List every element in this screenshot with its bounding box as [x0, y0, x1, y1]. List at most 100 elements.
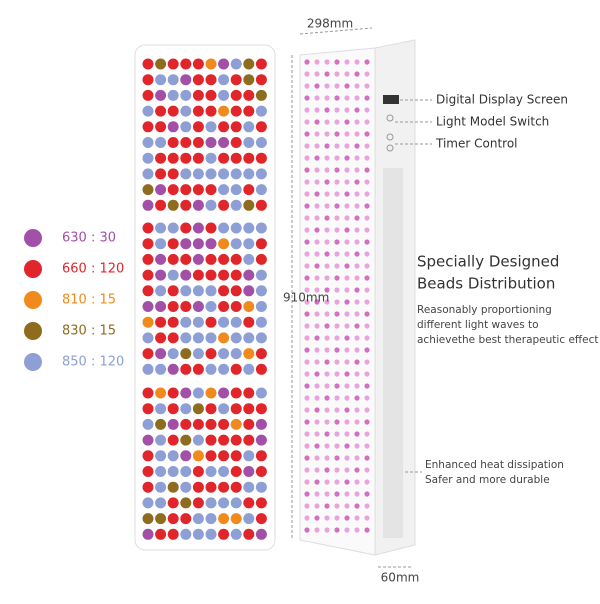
led — [354, 347, 360, 353]
bead — [192, 418, 204, 430]
bead — [167, 387, 179, 399]
bead — [167, 222, 179, 234]
led — [314, 479, 320, 485]
bead — [205, 184, 217, 196]
bead — [192, 168, 204, 180]
bead — [205, 528, 217, 540]
bead — [243, 466, 255, 477]
bead — [167, 121, 179, 133]
bead — [243, 137, 255, 148]
bead — [230, 285, 242, 297]
led — [364, 83, 370, 89]
bead — [218, 269, 230, 281]
bead — [180, 301, 192, 312]
bead — [142, 466, 154, 477]
led — [334, 227, 340, 233]
bead — [243, 238, 255, 250]
bead — [218, 105, 230, 117]
led — [334, 407, 340, 413]
led — [314, 347, 320, 353]
button — [386, 133, 394, 141]
bead — [230, 466, 242, 477]
led — [304, 179, 310, 185]
led — [354, 107, 360, 113]
bead — [155, 74, 167, 86]
bead — [167, 105, 179, 117]
led — [344, 119, 350, 125]
bead — [230, 363, 242, 375]
bead — [255, 332, 267, 344]
led — [344, 395, 350, 401]
bead — [218, 301, 230, 312]
led — [324, 143, 330, 149]
led — [314, 371, 320, 377]
bead — [180, 269, 192, 281]
led — [344, 503, 350, 509]
bead — [230, 74, 242, 86]
bead — [192, 199, 204, 211]
button — [386, 144, 394, 152]
led — [354, 479, 360, 485]
bead — [205, 301, 217, 312]
led — [314, 191, 320, 197]
led — [324, 335, 330, 341]
bead — [192, 434, 204, 446]
led — [334, 59, 340, 65]
bead — [142, 348, 154, 360]
bead — [180, 152, 192, 164]
led — [364, 191, 370, 197]
led — [364, 419, 370, 425]
led — [324, 395, 330, 401]
bead — [192, 121, 204, 133]
bead — [180, 253, 192, 265]
led — [364, 275, 370, 281]
bead — [142, 528, 154, 540]
bead — [167, 466, 179, 477]
bead — [192, 513, 204, 525]
bead — [142, 58, 154, 70]
bead — [218, 387, 230, 399]
bead — [167, 434, 179, 446]
bead — [192, 301, 204, 312]
bead — [167, 332, 179, 344]
dim-depth: 60mm — [381, 571, 420, 585]
led — [354, 503, 360, 509]
led — [314, 335, 320, 341]
bead — [167, 199, 179, 211]
bead — [243, 513, 255, 525]
led — [334, 215, 340, 221]
bead — [155, 121, 167, 133]
bead — [192, 137, 204, 148]
led — [304, 227, 310, 233]
led — [314, 167, 320, 173]
bead — [155, 418, 167, 430]
led — [314, 131, 320, 137]
led — [334, 527, 340, 533]
bead — [167, 528, 179, 540]
bead — [192, 269, 204, 281]
led — [304, 383, 310, 389]
led — [324, 215, 330, 221]
bead — [255, 434, 267, 446]
bead — [180, 466, 192, 477]
led — [304, 431, 310, 437]
led — [344, 299, 350, 305]
led — [354, 515, 360, 521]
bead — [180, 137, 192, 148]
led — [364, 143, 370, 149]
bead — [218, 434, 230, 446]
led — [364, 503, 370, 509]
bead — [230, 403, 242, 415]
led — [364, 179, 370, 185]
bead — [218, 316, 230, 328]
led — [364, 491, 370, 497]
bead — [192, 253, 204, 265]
bead — [167, 253, 179, 265]
led — [314, 251, 320, 257]
legend-label: 850 : 120 — [62, 355, 124, 370]
bead — [255, 348, 267, 360]
bead — [255, 418, 267, 430]
led — [314, 491, 320, 497]
callout: Timer Control — [435, 137, 518, 151]
bead — [255, 168, 267, 180]
